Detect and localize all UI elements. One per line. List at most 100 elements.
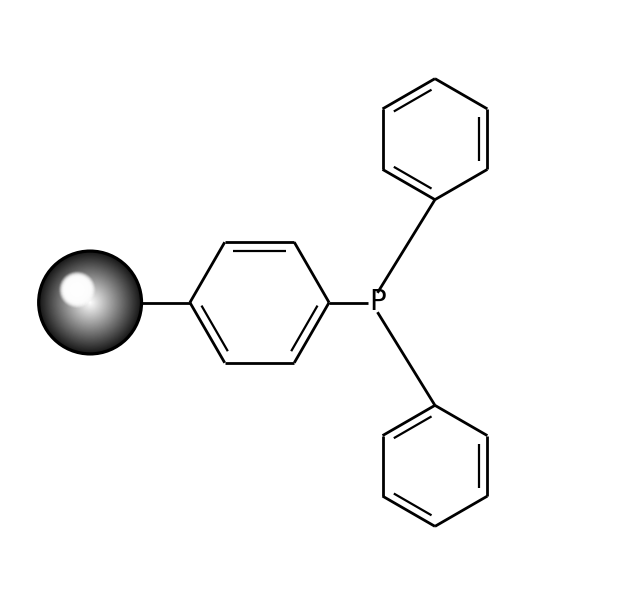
Circle shape <box>89 301 92 304</box>
Circle shape <box>45 257 135 348</box>
Circle shape <box>73 285 108 320</box>
Circle shape <box>72 285 108 320</box>
Circle shape <box>51 263 130 342</box>
Circle shape <box>43 255 137 350</box>
Circle shape <box>76 289 78 290</box>
Circle shape <box>50 263 130 342</box>
Circle shape <box>66 278 115 327</box>
Circle shape <box>56 269 124 336</box>
Circle shape <box>47 260 133 345</box>
Circle shape <box>63 275 118 330</box>
Circle shape <box>72 284 109 321</box>
Circle shape <box>51 263 129 342</box>
Circle shape <box>89 301 91 304</box>
Text: P: P <box>369 289 386 316</box>
Circle shape <box>56 268 124 337</box>
Circle shape <box>58 270 123 335</box>
Circle shape <box>44 257 136 348</box>
Circle shape <box>72 285 108 320</box>
Circle shape <box>45 257 135 348</box>
Circle shape <box>47 259 134 346</box>
Circle shape <box>39 251 141 354</box>
Circle shape <box>70 283 110 322</box>
Circle shape <box>62 274 93 305</box>
Circle shape <box>83 295 97 310</box>
Circle shape <box>85 298 95 307</box>
Circle shape <box>63 276 116 329</box>
Circle shape <box>61 273 120 332</box>
Circle shape <box>52 265 127 340</box>
Circle shape <box>43 255 137 350</box>
Circle shape <box>51 263 130 342</box>
Circle shape <box>74 286 106 319</box>
Circle shape <box>65 278 115 327</box>
Circle shape <box>68 281 86 298</box>
Circle shape <box>60 273 94 307</box>
Circle shape <box>44 256 137 349</box>
Circle shape <box>70 283 84 296</box>
Circle shape <box>72 284 83 295</box>
Circle shape <box>50 262 131 343</box>
Circle shape <box>87 299 93 306</box>
Circle shape <box>63 276 91 304</box>
Circle shape <box>40 253 140 352</box>
Circle shape <box>43 255 138 350</box>
Circle shape <box>81 294 99 311</box>
Circle shape <box>57 270 123 335</box>
Circle shape <box>52 264 129 341</box>
Circle shape <box>81 293 99 312</box>
Circle shape <box>49 262 131 343</box>
Circle shape <box>54 267 125 338</box>
Circle shape <box>72 284 108 321</box>
Circle shape <box>74 287 80 292</box>
Circle shape <box>52 264 129 341</box>
Circle shape <box>74 286 106 319</box>
Circle shape <box>48 261 132 344</box>
Circle shape <box>83 295 98 310</box>
Circle shape <box>54 267 126 338</box>
Circle shape <box>62 275 92 304</box>
Circle shape <box>72 284 108 321</box>
Circle shape <box>48 260 132 345</box>
Circle shape <box>71 283 84 296</box>
Circle shape <box>65 277 90 302</box>
Circle shape <box>72 284 83 295</box>
Circle shape <box>47 260 132 345</box>
Circle shape <box>67 279 113 326</box>
Circle shape <box>69 282 111 323</box>
Circle shape <box>67 280 87 299</box>
Circle shape <box>55 267 125 338</box>
Circle shape <box>63 275 92 304</box>
Circle shape <box>67 279 114 326</box>
Circle shape <box>86 299 93 306</box>
Circle shape <box>57 269 123 336</box>
Circle shape <box>75 287 106 318</box>
Circle shape <box>70 282 111 323</box>
Circle shape <box>83 295 97 310</box>
Circle shape <box>74 286 107 319</box>
Circle shape <box>75 287 105 318</box>
Circle shape <box>76 288 105 317</box>
Circle shape <box>67 279 88 301</box>
Circle shape <box>77 290 103 315</box>
Circle shape <box>83 296 97 309</box>
Circle shape <box>79 291 101 314</box>
Circle shape <box>68 280 112 325</box>
Circle shape <box>39 252 141 353</box>
Circle shape <box>56 269 124 336</box>
Circle shape <box>38 251 141 354</box>
Circle shape <box>58 270 122 335</box>
Circle shape <box>65 278 89 301</box>
Circle shape <box>68 280 113 325</box>
Circle shape <box>44 257 136 348</box>
Circle shape <box>77 289 103 316</box>
Circle shape <box>62 274 118 331</box>
Circle shape <box>72 285 108 320</box>
Circle shape <box>47 260 133 345</box>
Circle shape <box>64 276 116 329</box>
Circle shape <box>68 280 86 299</box>
Circle shape <box>77 289 104 316</box>
Circle shape <box>65 277 116 328</box>
Circle shape <box>49 262 131 343</box>
Circle shape <box>74 286 81 293</box>
